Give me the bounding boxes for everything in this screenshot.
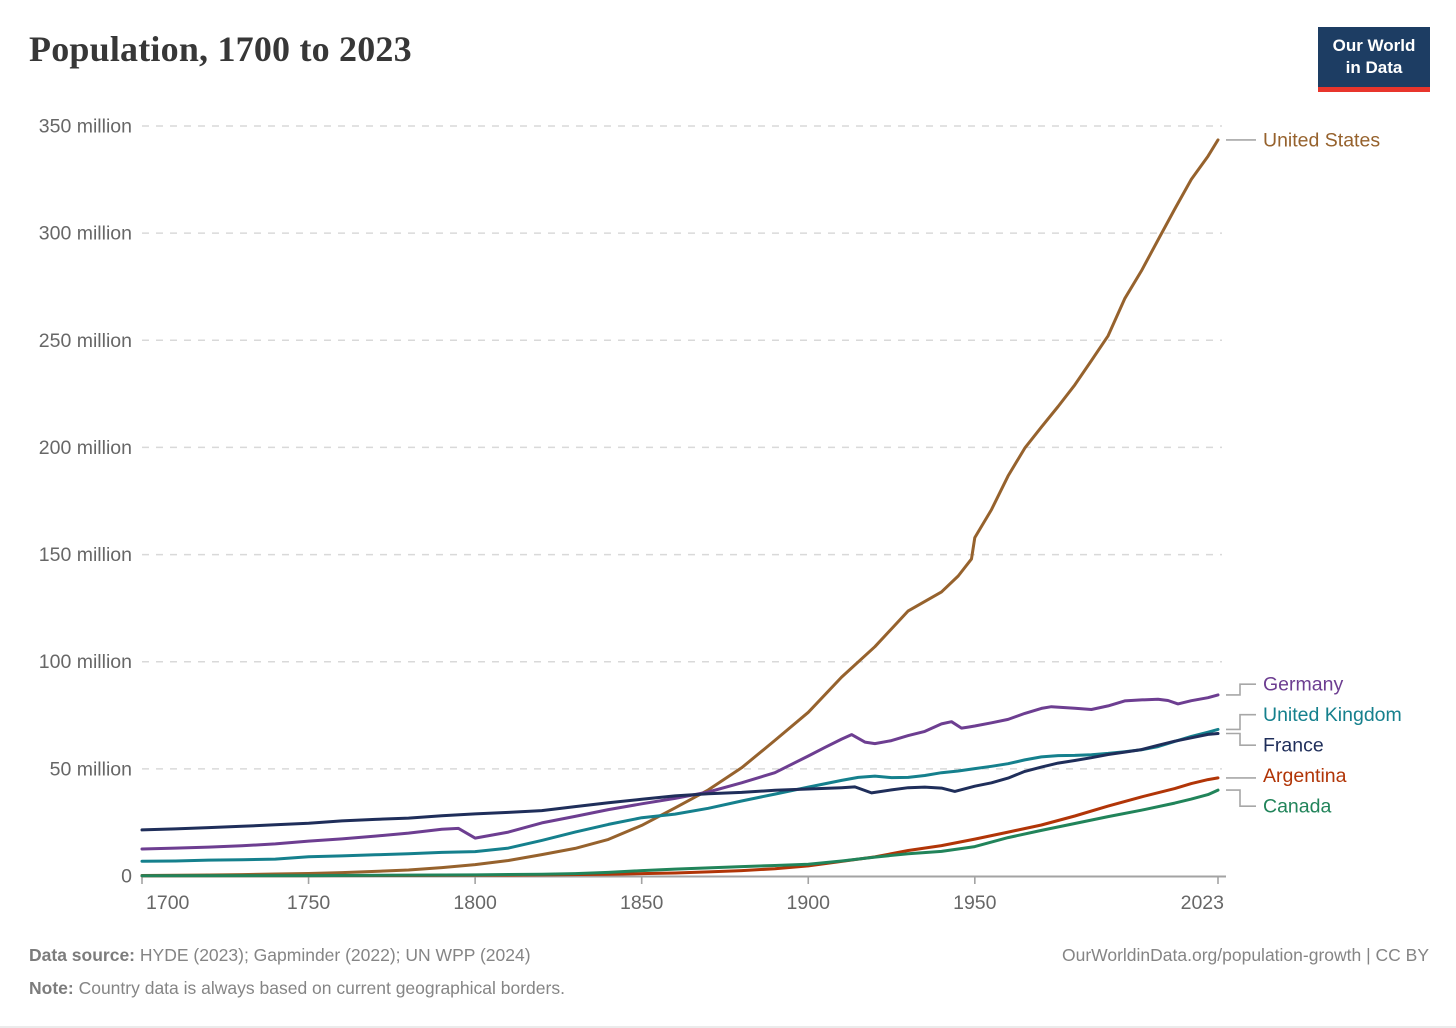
series-line-germany[interactable]	[140, 693, 1220, 851]
legend-connector-canada	[1226, 789, 1256, 807]
series-line-canada[interactable]	[140, 788, 1220, 878]
legend-label-argentina[interactable]: Argentina	[1263, 765, 1347, 787]
note-text: Country data is always based on current …	[73, 978, 565, 998]
legend-connector-united-kingdom	[1226, 713, 1256, 731]
series-line-france[interactable]	[140, 732, 1220, 832]
x-tick-label: 1800	[453, 892, 497, 914]
series-line-united-states[interactable]	[140, 138, 1220, 877]
y-tick-label: 50 million	[50, 758, 132, 780]
y-tick-label: 300 million	[39, 223, 132, 245]
credit-link[interactable]: OurWorldinData.org/population-growth | C…	[1061, 945, 1429, 965]
data-source-line: Data source: HYDE (2023); Gapminder (202…	[29, 939, 565, 972]
y-tick-label: 150 million	[39, 544, 132, 566]
legend-label-united-kingdom[interactable]: United Kingdom	[1263, 704, 1402, 726]
owid-logo-line2: in Data	[1345, 58, 1403, 77]
page-title: Population, 1700 to 2023	[29, 29, 412, 69]
legend-label-germany[interactable]: Germany	[1263, 674, 1343, 696]
legend-label-france[interactable]: France	[1263, 735, 1324, 757]
legend-label-united-states[interactable]: United States	[1263, 129, 1380, 151]
y-tick-label: 200 million	[39, 437, 132, 459]
data-source-text: HYDE (2023); Gapminder (2022); UN WPP (2…	[135, 945, 531, 965]
x-tick-label: 1900	[787, 892, 831, 914]
y-tick-label: 0	[121, 866, 132, 888]
footer: Data source: HYDE (2023); Gapminder (202…	[29, 939, 565, 1005]
x-tick-label: 1950	[953, 892, 997, 914]
legend-connector-germany	[1226, 683, 1256, 696]
legend-connector-france	[1226, 732, 1256, 746]
x-tick-label: 2023	[1181, 892, 1224, 914]
legend-label-canada[interactable]: Canada	[1263, 796, 1331, 818]
owid-logo-line1: Our World	[1332, 35, 1416, 55]
data-source-label: Data source:	[29, 945, 136, 965]
x-tick-label: 1700	[146, 892, 190, 914]
owid-logo[interactable]: Our World in Data	[1318, 27, 1430, 92]
note-line: Note: Country data is always based on cu…	[29, 972, 565, 1005]
x-tick-label: 1850	[620, 892, 664, 914]
y-tick-label: 350 million	[39, 116, 132, 138]
series-line-united-kingdom[interactable]	[140, 727, 1220, 863]
note-label: Note:	[29, 978, 74, 998]
y-tick-label: 250 million	[39, 330, 132, 352]
x-tick-label: 1750	[287, 892, 331, 914]
y-tick-label: 100 million	[39, 651, 132, 673]
